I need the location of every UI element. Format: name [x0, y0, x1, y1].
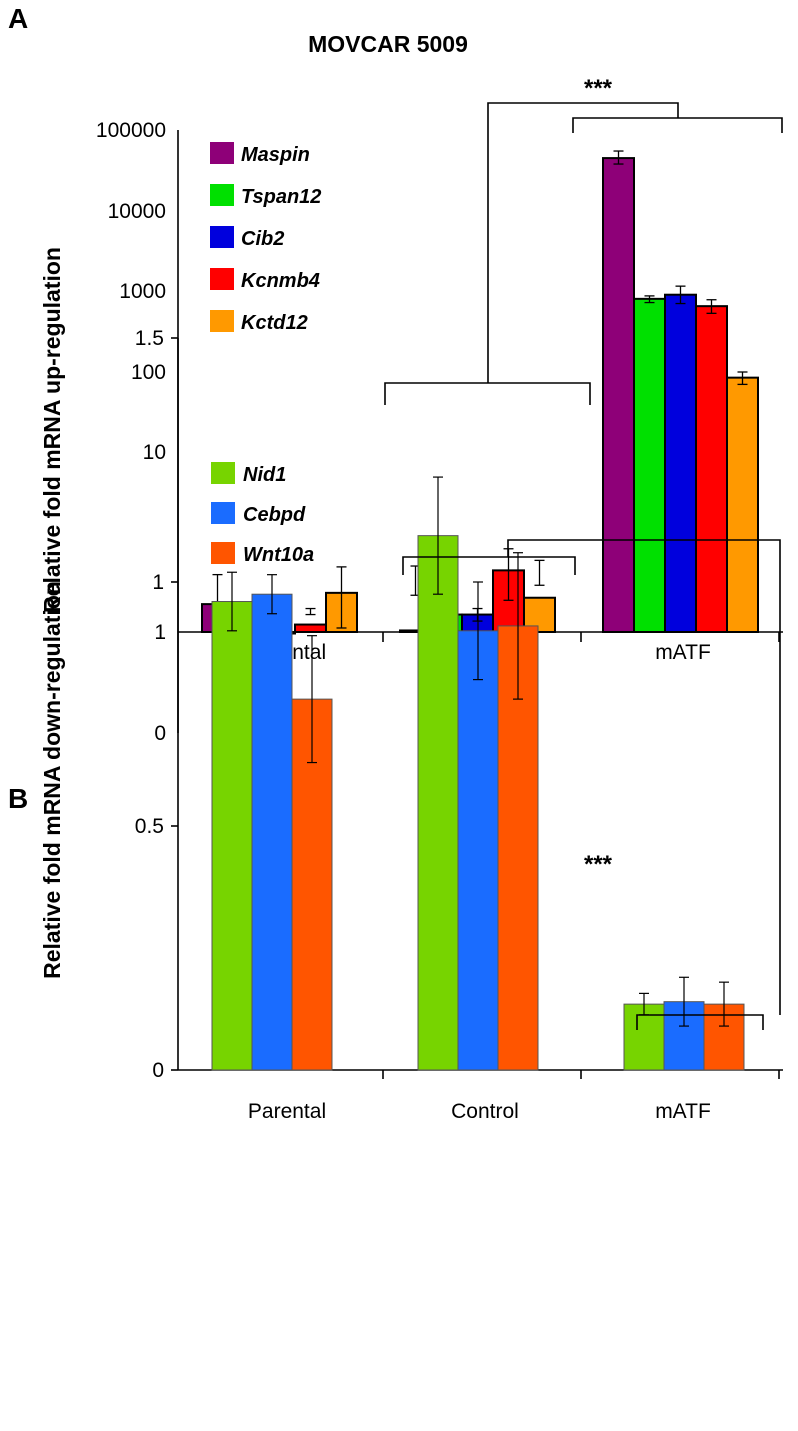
legend-label: Wnt10a: [243, 544, 314, 566]
y-tick-label: 0.5: [135, 815, 164, 838]
y-tick-label: 0: [154, 722, 166, 745]
bar-kcnmb4: [294, 623, 327, 633]
x-tick-label: mATF: [655, 641, 711, 664]
legend-label: Kcnmb4: [241, 270, 320, 292]
legend-label: Maspin: [241, 144, 310, 166]
legend-swatch-kctd12: [210, 310, 234, 332]
bar-wnt10a: [497, 625, 539, 1071]
panel-b-ylabel: Relative fold mRNA down-regulation: [39, 581, 65, 979]
bracket-matf: [572, 117, 783, 133]
y-tick-label: 10: [143, 441, 166, 464]
bar-maspin: [602, 157, 635, 633]
panel-b-plot: 0 0.5 1 1.5 Parental Control mATF Nid1 Cebpd Wnt1…: [135, 327, 783, 1123]
legend-label: Cib2: [241, 228, 284, 250]
bracket-connector: [487, 102, 679, 383]
panel-a-significance: ***: [584, 75, 613, 102]
legend-swatch-cib2: [210, 226, 234, 248]
bar-nid1: [417, 535, 459, 1071]
legend-swatch-wnt10a: [211, 542, 235, 564]
bracket-matf: [636, 1014, 764, 1030]
y-tick-label: 0: [152, 1059, 164, 1082]
y-tick-label: 1.5: [135, 327, 164, 350]
x-tick-label: mATF: [655, 1100, 711, 1123]
y-tick-label: 1000: [119, 280, 166, 303]
legend-swatch-kcnmb4: [210, 268, 234, 290]
y-tick-label: 100000: [96, 119, 166, 142]
legend-swatch-nid1: [211, 462, 235, 484]
bracket-connector: [507, 539, 781, 1015]
panel-b-significance: ***: [584, 851, 613, 878]
y-tick-label: 1: [152, 571, 164, 594]
bar-tspan12: [633, 297, 666, 633]
y-tick-label: 100: [131, 361, 166, 384]
bracket-control: [402, 556, 576, 575]
y-tick-label: 1: [154, 621, 166, 644]
legend-swatch-tspan12: [210, 184, 234, 206]
panel-a-title: MOVCAR 5009: [308, 31, 468, 57]
legend-label: Nid1: [243, 464, 286, 486]
legend-swatch-cebpd: [211, 502, 235, 524]
bar-kctd12: [726, 376, 759, 633]
x-tick-label: Parental: [248, 1100, 326, 1123]
legend-label: Tspan12: [241, 186, 321, 208]
bar-cebpd: [251, 593, 293, 1071]
bar-nid1: [211, 601, 253, 1071]
legend-label: Kctd12: [241, 312, 308, 334]
bar-kcnmb4: [695, 305, 728, 633]
x-tick-label: Control: [451, 1100, 519, 1123]
bar-cib2: [664, 293, 697, 633]
legend-label: Cebpd: [243, 504, 306, 526]
legend-swatch-maspin: [210, 142, 234, 164]
bar-cebpd: [457, 630, 499, 1071]
panel-a-ylabel: Relative fold mRNA up-regulation: [39, 247, 65, 613]
y-tick-label: 10000: [108, 200, 166, 223]
panel-b-label: B: [8, 783, 28, 814]
bracket-control: [384, 382, 591, 405]
panel-a-label: A: [8, 3, 28, 34]
